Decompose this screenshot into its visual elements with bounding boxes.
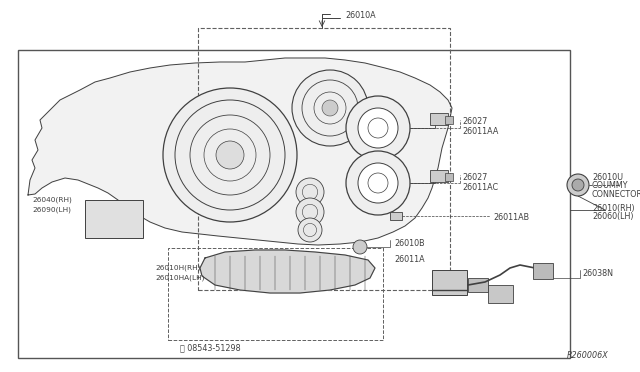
Circle shape: [346, 151, 410, 215]
Polygon shape: [28, 58, 452, 245]
Circle shape: [292, 70, 368, 146]
Text: 26040(RH): 26040(RH): [32, 197, 72, 203]
Text: 26027: 26027: [462, 118, 488, 126]
Text: 26011A: 26011A: [394, 256, 424, 264]
Text: 26011AA: 26011AA: [462, 128, 499, 137]
Circle shape: [346, 96, 410, 160]
Bar: [85, 200, 143, 238]
Circle shape: [358, 108, 398, 148]
Bar: [198, 28, 450, 290]
Bar: [168, 248, 383, 340]
Bar: [445, 173, 453, 181]
Circle shape: [298, 218, 322, 242]
Bar: [430, 113, 448, 125]
Text: 26060(LH): 26060(LH): [592, 212, 634, 221]
Circle shape: [296, 198, 324, 226]
Text: 26010B: 26010B: [394, 240, 424, 248]
Circle shape: [216, 141, 244, 169]
Bar: [18, 50, 570, 358]
Text: 26011AB: 26011AB: [493, 214, 529, 222]
Circle shape: [567, 174, 589, 196]
Circle shape: [322, 100, 338, 116]
Bar: [445, 116, 453, 124]
Text: 26010A: 26010A: [345, 10, 376, 19]
Circle shape: [353, 240, 367, 254]
Text: 26010HA(LH): 26010HA(LH): [155, 275, 205, 281]
Text: COUMMY: COUMMY: [592, 182, 628, 190]
Bar: [468, 278, 488, 292]
Circle shape: [163, 88, 297, 222]
Text: 26090(LH): 26090(LH): [32, 207, 71, 213]
Text: 26010U: 26010U: [592, 173, 623, 183]
Text: R260006X: R260006X: [567, 350, 609, 359]
Bar: [430, 170, 448, 182]
Text: Ⓢ 08543-51298: Ⓢ 08543-51298: [180, 343, 241, 353]
Polygon shape: [200, 250, 375, 293]
Text: 26010(RH): 26010(RH): [592, 203, 635, 212]
Bar: [390, 212, 402, 220]
Text: 26027: 26027: [462, 173, 488, 182]
Bar: [533, 263, 553, 279]
Circle shape: [358, 163, 398, 203]
Text: 26038N: 26038N: [582, 269, 613, 279]
Text: 26011AC: 26011AC: [462, 183, 498, 192]
Text: 26010H(RH): 26010H(RH): [155, 265, 200, 271]
Bar: [488, 285, 513, 303]
Bar: [432, 270, 467, 295]
Text: CONNECTOR): CONNECTOR): [592, 189, 640, 199]
Circle shape: [296, 178, 324, 206]
Circle shape: [572, 179, 584, 191]
